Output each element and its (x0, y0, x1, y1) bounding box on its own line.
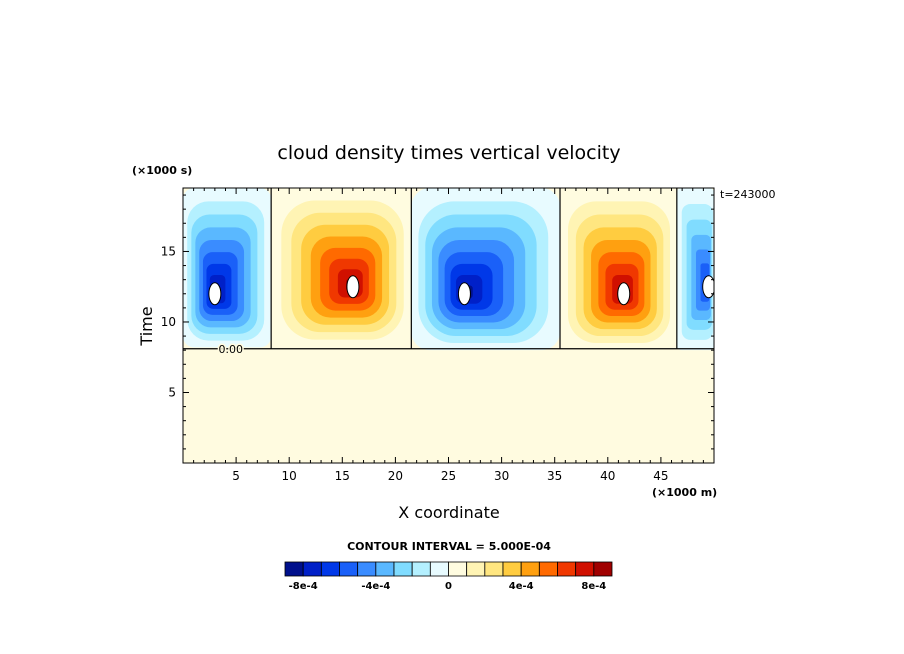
chart-title: cloud density times vertical velocity (277, 142, 620, 164)
colorbar-swatch (575, 561, 595, 577)
colorbar-swatch (339, 561, 359, 577)
x-tick-label: 15 (335, 469, 350, 483)
colorbar-swatch (284, 561, 304, 577)
contour-field: 0.00 (183, 188, 714, 463)
y-axis-label: Time (137, 306, 156, 346)
y-tick-label: 15 (161, 244, 176, 258)
colorbar-swatch (466, 561, 486, 577)
x-axis-label: X coordinate (398, 503, 499, 522)
cell-core (208, 282, 222, 306)
colorbar: -8e-4 -4e-4 0 4e-4 8e-4 (284, 561, 613, 592)
x-tick-label: 30 (494, 469, 509, 483)
x-tick-label: 40 (600, 469, 615, 483)
x-tick-label: 10 (282, 469, 297, 483)
y-tick-label: 5 (168, 385, 176, 399)
colorbar-swatch (557, 561, 577, 577)
colorbar-swatch (484, 561, 504, 577)
colorbar-tick-label: -4e-4 (361, 581, 390, 592)
colorbar-swatch (448, 561, 468, 577)
x-tick-label: 20 (388, 469, 403, 483)
colorbar-swatch (302, 561, 322, 577)
colorbar-swatch (357, 561, 377, 577)
x-tick-label: 25 (441, 469, 456, 483)
colorbar-swatch (411, 561, 431, 577)
cell-3 (411, 188, 561, 351)
x-unit-label: (×1000 m) (652, 486, 717, 499)
cell-core (617, 282, 631, 306)
zero-contour-label: 0.00 (219, 343, 244, 356)
colorbar-swatch (520, 561, 540, 577)
x-axis-ticks: 5 10 15 20 25 30 35 40 45 (193, 188, 704, 483)
time-stamp-label: t=243000 (720, 188, 776, 201)
y-unit-label: (×1000 s) (132, 164, 192, 177)
zero-contours (183, 188, 714, 350)
colorbar-tick-label: -8e-4 (289, 581, 318, 592)
colorbar-swatch (429, 561, 449, 577)
x-tick-label: 5 (232, 469, 240, 483)
colorbar-swatch (320, 561, 340, 577)
cell-core (346, 275, 360, 299)
colorbar-swatch (593, 561, 613, 577)
x-tick-label: 35 (547, 469, 562, 483)
colorbar-tick-label: 0 (445, 581, 452, 592)
cell-2 (271, 188, 412, 348)
colorbar-tick-label: 4e-4 (509, 581, 534, 592)
y-tick-label: 10 (161, 315, 176, 329)
y-axis-ticks: 5 10 15 (161, 194, 714, 450)
colorbar-swatch (538, 561, 558, 577)
colorbar-swatch (393, 561, 413, 577)
cell-4 (560, 188, 677, 351)
cell-5 (676, 188, 714, 351)
colorbar-tick-label: 8e-4 (581, 581, 606, 592)
x-tick-label: 45 (653, 469, 668, 483)
contour-interval-text: CONTOUR INTERVAL = 5.000E-04 (347, 540, 551, 553)
colorbar-swatch (375, 561, 395, 577)
cell-core (457, 282, 471, 306)
cell-core (702, 275, 714, 299)
cell-1 (183, 188, 272, 348)
colorbar-swatch (502, 561, 522, 577)
